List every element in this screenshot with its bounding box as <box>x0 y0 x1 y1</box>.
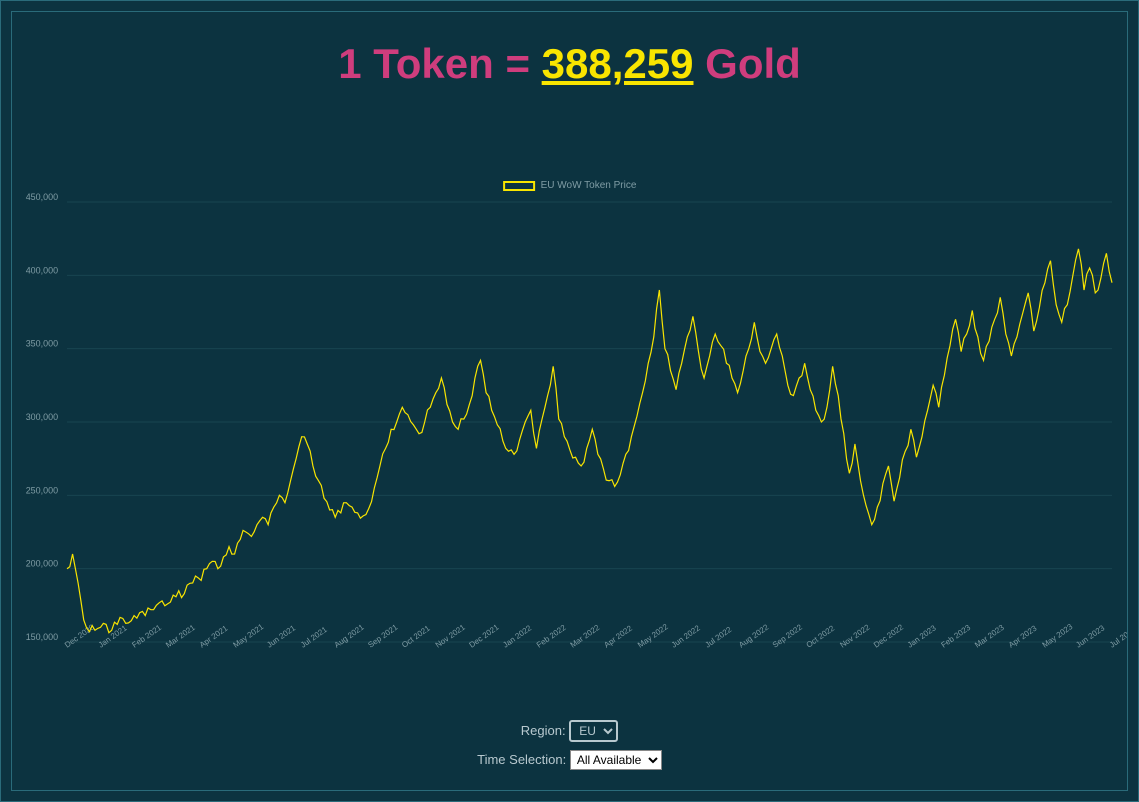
svg-text:Apr 2021: Apr 2021 <box>198 623 230 649</box>
time-label: Time Selection: <box>477 752 566 767</box>
chart-area: 150,000200,000250,000300,000350,000400,0… <box>67 202 1112 672</box>
svg-text:Mar 2023: Mar 2023 <box>973 623 1006 650</box>
svg-text:450,000: 450,000 <box>26 192 58 202</box>
svg-text:Feb 2022: Feb 2022 <box>535 623 568 650</box>
svg-text:Jan 2023: Jan 2023 <box>906 623 938 650</box>
region-label: Region: <box>521 723 566 738</box>
svg-text:Aug 2021: Aug 2021 <box>333 622 366 649</box>
svg-text:Jan 2022: Jan 2022 <box>501 623 533 650</box>
svg-text:150,000: 150,000 <box>26 632 58 642</box>
chart-legend: EU WoW Token Price <box>503 180 637 191</box>
svg-text:Nov 2021: Nov 2021 <box>434 622 467 649</box>
svg-text:Jun 2022: Jun 2022 <box>670 623 702 650</box>
controls: Region: EU Time Selection: All Available <box>12 712 1127 778</box>
svg-text:Dec 2021: Dec 2021 <box>468 622 501 649</box>
svg-text:Oct 2021: Oct 2021 <box>400 623 432 649</box>
title-suffix: Gold <box>693 40 800 87</box>
svg-text:Sep 2022: Sep 2022 <box>771 622 804 649</box>
svg-text:Feb 2023: Feb 2023 <box>939 623 972 650</box>
title-prefix: 1 Token = <box>338 40 541 87</box>
svg-text:Nov 2022: Nov 2022 <box>838 622 871 649</box>
svg-text:300,000: 300,000 <box>26 412 58 422</box>
svg-text:Aug 2022: Aug 2022 <box>737 622 770 649</box>
chart-panel: 1 Token = 388,259 Gold EU WoW Token Pric… <box>11 11 1128 791</box>
region-select[interactable]: EU <box>569 720 618 742</box>
svg-text:Jul 2022: Jul 2022 <box>703 625 733 650</box>
page-frame: 1 Token = 388,259 Gold EU WoW Token Pric… <box>0 0 1139 802</box>
svg-text:Dec 2022: Dec 2022 <box>872 622 905 649</box>
svg-text:Jun 2023: Jun 2023 <box>1074 623 1106 650</box>
svg-text:Oct 2022: Oct 2022 <box>805 623 837 649</box>
svg-text:Mar 2022: Mar 2022 <box>569 623 602 650</box>
svg-text:Jul 2021: Jul 2021 <box>299 625 329 650</box>
svg-text:May 2023: May 2023 <box>1041 622 1075 650</box>
region-row: Region: EU <box>12 720 1127 742</box>
legend-label: EU WoW Token Price <box>541 180 637 191</box>
svg-text:350,000: 350,000 <box>26 339 58 349</box>
svg-text:Feb 2021: Feb 2021 <box>130 623 163 650</box>
time-select[interactable]: All Available <box>570 750 662 770</box>
svg-text:May 2021: May 2021 <box>232 622 266 650</box>
svg-text:200,000: 200,000 <box>26 559 58 569</box>
time-row: Time Selection: All Available <box>12 750 1127 770</box>
price-chart: 150,000200,000250,000300,000350,000400,0… <box>67 202 1112 672</box>
page-title: 1 Token = 388,259 Gold <box>12 40 1127 88</box>
svg-text:May 2022: May 2022 <box>636 622 670 650</box>
svg-text:250,000: 250,000 <box>26 485 58 495</box>
legend-swatch-icon <box>503 181 535 191</box>
svg-text:Sep 2021: Sep 2021 <box>366 622 399 649</box>
svg-text:Mar 2021: Mar 2021 <box>164 623 197 650</box>
svg-text:Apr 2022: Apr 2022 <box>602 623 634 649</box>
svg-text:Jun 2021: Jun 2021 <box>265 623 297 650</box>
svg-text:Jul 2023: Jul 2023 <box>1108 625 1128 650</box>
svg-text:400,000: 400,000 <box>26 265 58 275</box>
svg-text:Apr 2023: Apr 2023 <box>1007 623 1039 649</box>
title-amount: 388,259 <box>542 40 694 87</box>
